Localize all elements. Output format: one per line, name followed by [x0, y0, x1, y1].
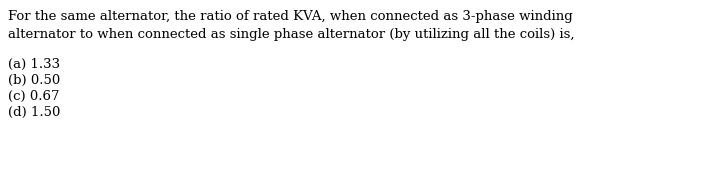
Text: For the same alternator, the ratio of rated KVA, when connected as 3-phase windi: For the same alternator, the ratio of ra…	[8, 10, 573, 23]
Text: (c) 0.67: (c) 0.67	[8, 90, 60, 103]
Text: (a) 1.33: (a) 1.33	[8, 58, 60, 71]
Text: alternator to when connected as single phase alternator (by utilizing all the co: alternator to when connected as single p…	[8, 28, 574, 41]
Text: (b) 0.50: (b) 0.50	[8, 74, 60, 87]
Text: (d) 1.50: (d) 1.50	[8, 106, 60, 119]
